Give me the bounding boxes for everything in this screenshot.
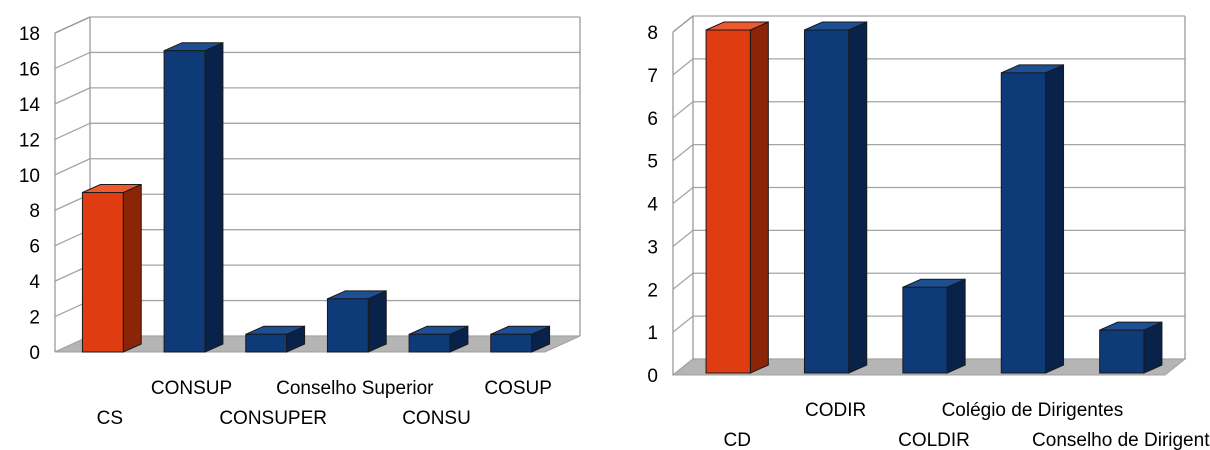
x-category-label: Conselho de Dirigentes [1032, 430, 1210, 450]
y-tick-label: 14 [19, 95, 41, 116]
bar [1099, 329, 1145, 374]
x-category-label: Colégio de Dirigentes [942, 400, 1124, 421]
wall-gridline [672, 315, 694, 333]
bar-highlighted [705, 29, 751, 374]
top-wall-edge [672, 15, 694, 33]
wall-gridline [672, 272, 694, 290]
wall-gridline [672, 144, 694, 162]
y-tick-label: 4 [29, 272, 40, 293]
wall-gridline [672, 58, 694, 76]
x-category-label: COSUP [484, 378, 552, 399]
bar-chart-left: 0 2 4 6 8 10 12 14 16 18 CS CONSUP CONSUPER Conselho … [19, 16, 581, 429]
bar-side [367, 290, 387, 353]
wall-gridline [54, 158, 91, 176]
y-tick-label: 4 [647, 195, 658, 216]
bar [408, 333, 451, 353]
bar [490, 333, 533, 353]
y-tick-label: 3 [647, 237, 658, 258]
y-tick-label: 10 [19, 166, 40, 187]
bar-side [946, 278, 966, 374]
y-tick-label: 0 [647, 366, 658, 387]
wall-gridline [54, 87, 91, 105]
bar-side [1045, 64, 1065, 374]
x-category-label: CD [723, 430, 750, 450]
top-wall-edge [54, 16, 91, 34]
y-tick-label: 18 [19, 24, 40, 45]
y-tick-label: 2 [29, 308, 40, 329]
y-tick-label: 6 [29, 237, 40, 258]
bar-side [204, 41, 224, 353]
bar [245, 333, 288, 353]
y-tick-label: 8 [29, 201, 40, 222]
wall-gridline [672, 358, 694, 376]
bar-side [848, 21, 868, 374]
y-tick-label: 6 [647, 109, 658, 130]
y-tick-label: 1 [647, 323, 658, 344]
wall-gridline [672, 186, 694, 205]
bar-side [1143, 321, 1163, 374]
x-category-label: CS [97, 408, 123, 429]
x-category-label: CONSU [402, 408, 471, 429]
y-tick-label: 16 [19, 59, 40, 80]
wall-gridline [54, 122, 91, 140]
bar-side [122, 183, 142, 353]
bar [803, 29, 850, 374]
bar [326, 298, 369, 353]
x-category-label: CODIR [805, 400, 866, 421]
wall-gridline [672, 101, 694, 119]
bar [902, 286, 948, 374]
y-tick-label: 0 [29, 343, 40, 364]
bar-side [749, 21, 769, 374]
y-tick-label: 5 [647, 152, 658, 173]
wall-gridline [54, 51, 91, 70]
x-category-label: Conselho Superior [276, 378, 434, 399]
bar-highlighted [81, 192, 124, 353]
wall-gridline [672, 229, 694, 247]
bar-chart-right: 0 1 2 3 4 5 6 7 8 CD CODIR COLDIR Colégio de Dirigen… [647, 15, 1210, 450]
x-category-label: COLDIR [898, 430, 970, 450]
bar [1000, 72, 1047, 374]
y-tick-label: 2 [647, 280, 658, 301]
y-tick-label: 7 [647, 66, 658, 87]
x-category-label: CONSUPER [219, 408, 327, 429]
x-category-label: CONSUP [151, 378, 232, 399]
y-tick-label: 8 [647, 23, 658, 44]
bar [163, 50, 206, 353]
y-tick-label: 12 [19, 130, 40, 151]
